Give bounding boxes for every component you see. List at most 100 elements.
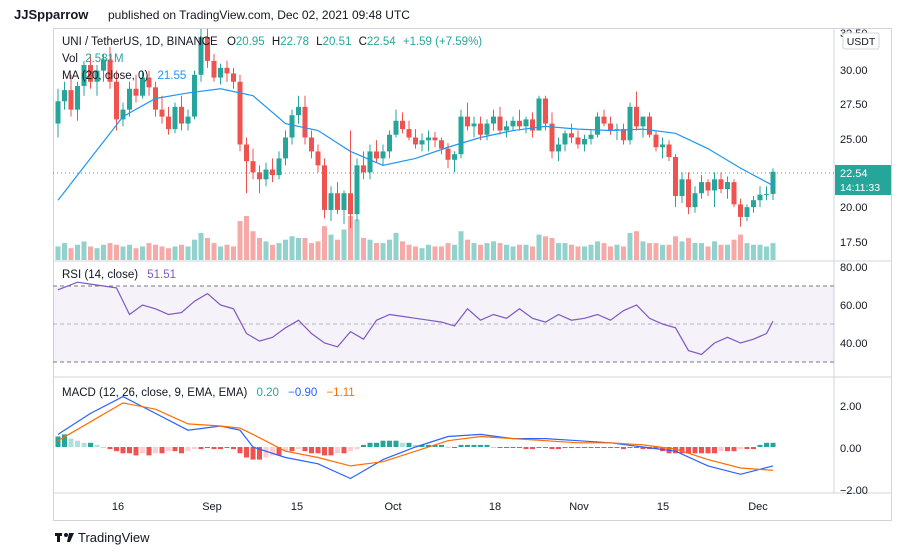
volume-bar [244,216,249,260]
candle [673,154,678,208]
volume-legend[interactable]: Vol 2.581M [62,53,124,65]
volume-bar [270,244,275,260]
candle-body [185,116,191,124]
candle-body [439,140,444,149]
candle [205,28,210,68]
histogram-bar [504,447,509,448]
volume-bar [738,234,743,260]
volume-bar [660,244,665,260]
candle [666,140,672,162]
candle-body [666,144,672,158]
candle-body [146,77,152,88]
candle-body [114,81,119,120]
candle-body [289,115,295,138]
volume-bar [289,236,295,260]
histogram-bar [361,444,366,447]
candle [361,151,366,180]
macd-tick: 2.00 [840,401,861,413]
time-tick: 18 [489,501,501,513]
candlesticks [55,28,776,229]
histogram-bar [497,447,503,448]
candle-body [393,120,399,135]
histogram-bar [536,447,542,448]
volume-bar [120,246,126,260]
rsi-value: 51.51 [147,269,176,281]
histogram-bar [153,447,158,454]
tradingview-brand[interactable]: TradingView [78,530,150,545]
candle [335,182,340,215]
volume-bar [764,246,769,260]
volume-bar [237,221,243,260]
candle [257,165,262,194]
volume-bar [458,231,464,260]
candle [185,109,191,131]
volume-bar [705,246,711,260]
candle [413,129,418,149]
volume-bar [146,243,152,260]
candle-body [107,59,113,82]
histogram-bar [101,447,106,448]
candle [328,186,334,222]
volume-bar [686,238,691,260]
histogram-bar [159,447,165,454]
histogram-bar [302,447,308,452]
candle-body [647,116,652,135]
candle [575,130,581,149]
candle-body [315,151,321,166]
candle [653,130,659,152]
histogram-bar [120,447,126,454]
volume-bar [445,243,451,260]
candle-body [380,151,386,159]
candle [406,120,412,141]
time-tick: Dec [748,501,768,513]
rsi-legend[interactable]: RSI (14, close) 51.51 [62,269,176,281]
histogram-bar [601,447,607,448]
candle-body [387,134,392,152]
candle-body [237,81,243,145]
volume-bar [757,244,763,260]
volume-bar [257,238,262,260]
candle [348,130,353,229]
candle-body [556,144,561,152]
candle [471,116,477,138]
candle-body [309,137,314,152]
candle-body [465,116,470,127]
candle [543,95,548,131]
candle-body [159,109,165,117]
currency-button[interactable] [842,32,880,50]
candle [504,120,509,138]
symbol-title[interactable]: UNI / TetherUS, 1D, BINANCE [62,36,218,48]
volume-bar [361,238,366,260]
open-value: 20.95 [236,36,265,48]
histogram-bar [127,447,132,454]
publisher-username[interactable]: JJSpparrow [14,7,89,22]
candle [166,106,171,135]
volume-bar [562,243,568,260]
candle-body [491,116,496,124]
histogram-bar [374,442,379,447]
volume-bar [556,243,561,260]
candle-body [205,37,210,61]
candle [224,60,230,82]
histogram-bar [640,447,646,450]
volume-bar [543,236,548,260]
histogram-bar [231,447,236,450]
price-tick: 27.50 [840,99,868,111]
candle-body [530,119,535,131]
candle-body [569,133,574,138]
candle [88,53,93,89]
histogram-bar [289,447,295,452]
histogram-bar [185,447,191,452]
volume-bar [770,243,776,260]
volume-bar [725,244,730,260]
candle [75,81,80,121]
candle-body [712,179,717,191]
histogram-bar [393,440,399,447]
histogram-bar [699,447,704,454]
ma-legend[interactable]: MA (20, close, 0) 21.55 [62,70,186,82]
histogram-bar [413,444,418,447]
volume-bar [55,246,61,260]
tradingview-logo-icon[interactable] [55,533,74,542]
macd-legend[interactable]: MACD (12, 26, close, 9, EMA, EMA) 0.20 −… [62,387,355,399]
